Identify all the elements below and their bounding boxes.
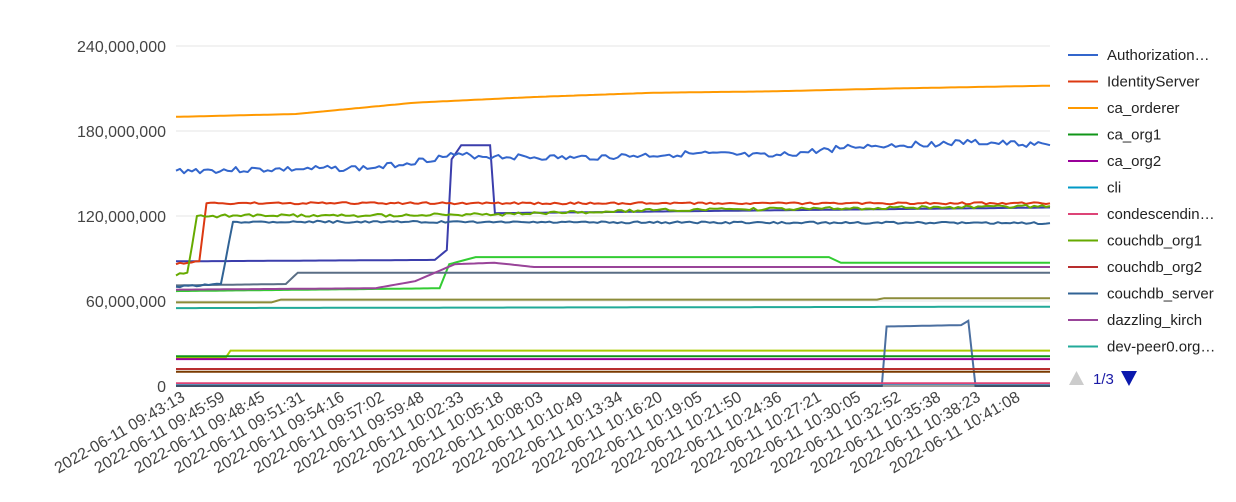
y-tick-label: 180,000,000: [77, 124, 166, 141]
legend-label[interactable]: dev-peer0.org…: [1107, 339, 1215, 356]
legend-label[interactable]: ca_org1: [1107, 127, 1161, 144]
series-line-dev-peer0-org-: [176, 305, 1050, 310]
series-line-unlisted: [176, 319, 1050, 387]
legend-label[interactable]: couchdb_org2: [1107, 259, 1202, 276]
pager-down-icon[interactable]: [1121, 371, 1137, 386]
series-line-unlisted: [176, 297, 1050, 304]
legend-label[interactable]: couchdb_org1: [1107, 233, 1202, 250]
series-line-couchdb-server: [175, 219, 1051, 289]
series-line-unlisted: [175, 256, 1050, 293]
legend: Authorization… IdentityServer ca_ordererca…: [1068, 47, 1215, 356]
legend-label[interactable]: condescendin…: [1107, 206, 1215, 223]
series-line-couchdb-org1: [175, 203, 1051, 277]
y-tick-label: 60,000,000: [86, 294, 166, 311]
y-tick-label: 240,000,000: [77, 39, 166, 56]
legend-label[interactable]: ca_orderer: [1107, 100, 1180, 117]
y-tick-label: 120,000,000: [77, 209, 166, 226]
series-line-identityserver: [175, 201, 1051, 266]
legend-label[interactable]: dazzling_kirch: [1107, 312, 1202, 329]
unlisted-series: [175, 144, 1050, 387]
pager-text: 1/3: [1093, 371, 1114, 388]
series-line-unlisted: [176, 271, 1050, 287]
y-tick-label: 0: [157, 379, 166, 396]
series-line-ca-orderer: [175, 84, 1050, 118]
series-line-unlisted: [176, 349, 1050, 359]
series-line-authorization-: [175, 138, 1051, 175]
legend-label[interactable]: ca_org2: [1107, 153, 1161, 170]
legend-label[interactable]: Authorization…: [1107, 47, 1210, 64]
series-lines: [175, 84, 1051, 385]
legend-label[interactable]: couchdb_server: [1107, 286, 1214, 303]
y-axis: 0 60,000,000 120,000,000 180,000,000 240,000…: [77, 39, 166, 396]
legend-label[interactable]: cli: [1107, 180, 1121, 197]
series-line-dazzling-kirch: [175, 261, 1050, 291]
pager-up-icon[interactable]: [1069, 371, 1084, 385]
legend-pager[interactable]: 1/3: [1069, 371, 1137, 388]
legend-label[interactable]: IdentityServer: [1107, 74, 1200, 91]
